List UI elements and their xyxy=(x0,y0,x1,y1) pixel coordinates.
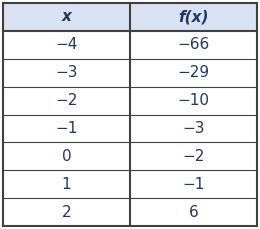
Bar xyxy=(3,59,257,87)
Text: 0: 0 xyxy=(62,149,71,164)
Bar xyxy=(3,198,257,226)
Bar xyxy=(3,170,257,198)
Bar xyxy=(3,87,257,114)
Text: −66: −66 xyxy=(177,37,210,52)
Text: −3: −3 xyxy=(182,121,205,136)
Text: −1: −1 xyxy=(55,121,78,136)
Text: 2: 2 xyxy=(62,204,71,220)
Bar xyxy=(3,114,257,142)
Bar xyxy=(3,31,257,59)
Text: −2: −2 xyxy=(182,149,205,164)
Text: −10: −10 xyxy=(178,93,210,108)
Bar xyxy=(3,3,130,31)
Text: −2: −2 xyxy=(55,93,78,108)
Text: −3: −3 xyxy=(55,65,78,80)
Text: −1: −1 xyxy=(182,177,205,192)
Text: −29: −29 xyxy=(177,65,210,80)
Text: 1: 1 xyxy=(62,177,71,192)
Text: −4: −4 xyxy=(55,37,78,52)
Text: 6: 6 xyxy=(188,204,198,220)
Text: x: x xyxy=(62,9,72,25)
Text: f(x): f(x) xyxy=(178,9,209,25)
Bar xyxy=(130,3,257,31)
Bar xyxy=(3,142,257,170)
